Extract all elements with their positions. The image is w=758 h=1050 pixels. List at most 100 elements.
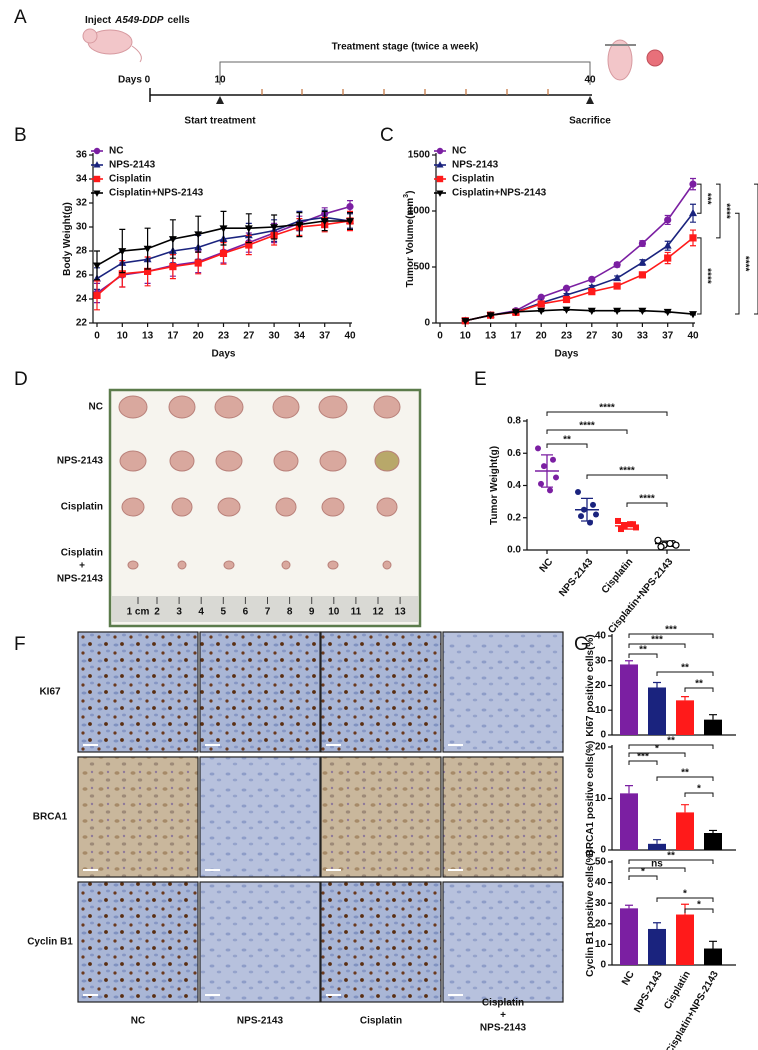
x-axis-label: Days [212, 349, 236, 360]
tumor [275, 497, 297, 517]
y-axis-label: Cyclin B1 positive cells(%) [585, 850, 596, 977]
y-tick-label: 20 [595, 680, 607, 691]
y-tick-label: 22 [76, 318, 88, 329]
marker [550, 456, 556, 463]
x-tick-label: 13 [142, 331, 154, 342]
sig-label: **** [619, 466, 635, 477]
sig-bracket [716, 183, 721, 239]
tumor-photo [108, 388, 422, 628]
x-tick-label: 23 [561, 331, 573, 342]
ruler-label: 4 [198, 607, 204, 618]
tumor [217, 497, 241, 517]
marker [593, 511, 599, 518]
marker [689, 311, 697, 319]
y-label-text: Tumor Volume(mm [405, 198, 416, 288]
y-axis-label: Body Weight(g) [62, 202, 73, 276]
tumor [376, 497, 398, 517]
sig-bracket [697, 183, 702, 214]
ihc-image [77, 631, 199, 753]
days-label: Days 0 [118, 75, 151, 86]
bar [676, 700, 694, 735]
y-tick-label: 0.8 [507, 416, 521, 427]
x-tick-label: 10 [117, 331, 129, 342]
marker [194, 259, 202, 267]
y-tick-label: 0 [424, 318, 430, 329]
y-tick-label: 0 [600, 845, 606, 856]
marker [219, 249, 228, 257]
y-label-text: KI67 positive cells(%) [585, 634, 596, 736]
sig-bracket [628, 867, 686, 872]
marker [613, 282, 621, 290]
y-tick-label: 10 [595, 705, 607, 716]
sig-label: * [697, 900, 701, 911]
y-tick-label: 20 [595, 742, 607, 753]
sig-bracket [546, 443, 588, 448]
y-tick-label: 0.2 [507, 512, 521, 523]
sig-bracket [697, 237, 702, 315]
x-tick-label: 20 [536, 331, 548, 342]
sig-bracket [628, 633, 714, 638]
ihc-image [442, 631, 564, 753]
sig-bracket [626, 502, 668, 507]
error-bar [653, 681, 661, 688]
sig-label: * [697, 784, 701, 795]
marker [168, 236, 177, 244]
marker [244, 225, 253, 233]
x-tick-label: NC [538, 557, 556, 575]
marker [588, 288, 596, 296]
bar [676, 812, 694, 850]
panel-label: C [380, 125, 394, 146]
y-tick-label: 36 [76, 150, 88, 161]
marker [613, 307, 622, 315]
tumor [169, 450, 195, 472]
marker [295, 221, 304, 229]
x-tick-label: 30 [269, 331, 281, 342]
marker [537, 293, 545, 301]
marker [245, 241, 253, 249]
legend-label: Cisplatin [452, 174, 494, 185]
sig-bracket [754, 183, 758, 315]
error-bar [709, 829, 717, 834]
x-tick-label: 17 [167, 331, 179, 342]
x-tick-label: 27 [243, 331, 255, 342]
ruler [112, 596, 418, 622]
sig-label: ** [639, 645, 647, 656]
ruler-label: 3 [176, 607, 182, 618]
tumor [177, 560, 187, 570]
tumor [214, 395, 244, 419]
marker [562, 284, 571, 292]
y-label-text: BRCA1 positive cells(%) [585, 741, 596, 857]
y-tick-label: 0 [600, 730, 606, 741]
x-tick-label: 0 [437, 331, 443, 342]
error-bar [653, 839, 661, 844]
marker [562, 295, 571, 304]
marker [689, 208, 697, 217]
ihc-image [320, 756, 442, 878]
bar [648, 928, 666, 965]
x-tick-label: 40 [687, 331, 699, 342]
marker [621, 522, 627, 529]
marker [436, 161, 444, 168]
panel-label: D [14, 369, 28, 390]
row-label: KI67 [39, 687, 61, 698]
marker [93, 161, 101, 168]
panel-label: B [14, 125, 27, 146]
series-line [465, 308, 694, 322]
y-axis-label: Tumor Weight(g) [489, 446, 500, 525]
tumor [118, 395, 148, 419]
row-label: + [79, 561, 85, 572]
sig-bracket [628, 859, 714, 864]
sig-bracket [656, 776, 714, 781]
tumor [318, 395, 348, 419]
sig-label: **** [639, 494, 655, 505]
stage-bracket [219, 61, 591, 85]
ihc-image [199, 756, 321, 878]
sig-bracket [628, 875, 658, 880]
row-label: NPS-2143 [57, 456, 104, 467]
tumor [119, 450, 147, 472]
y-tick-label: 500 [413, 262, 430, 273]
y-label-end: ) [405, 191, 416, 194]
marker [320, 218, 329, 226]
marker [194, 231, 203, 239]
ruler-label: 7 [265, 607, 271, 618]
